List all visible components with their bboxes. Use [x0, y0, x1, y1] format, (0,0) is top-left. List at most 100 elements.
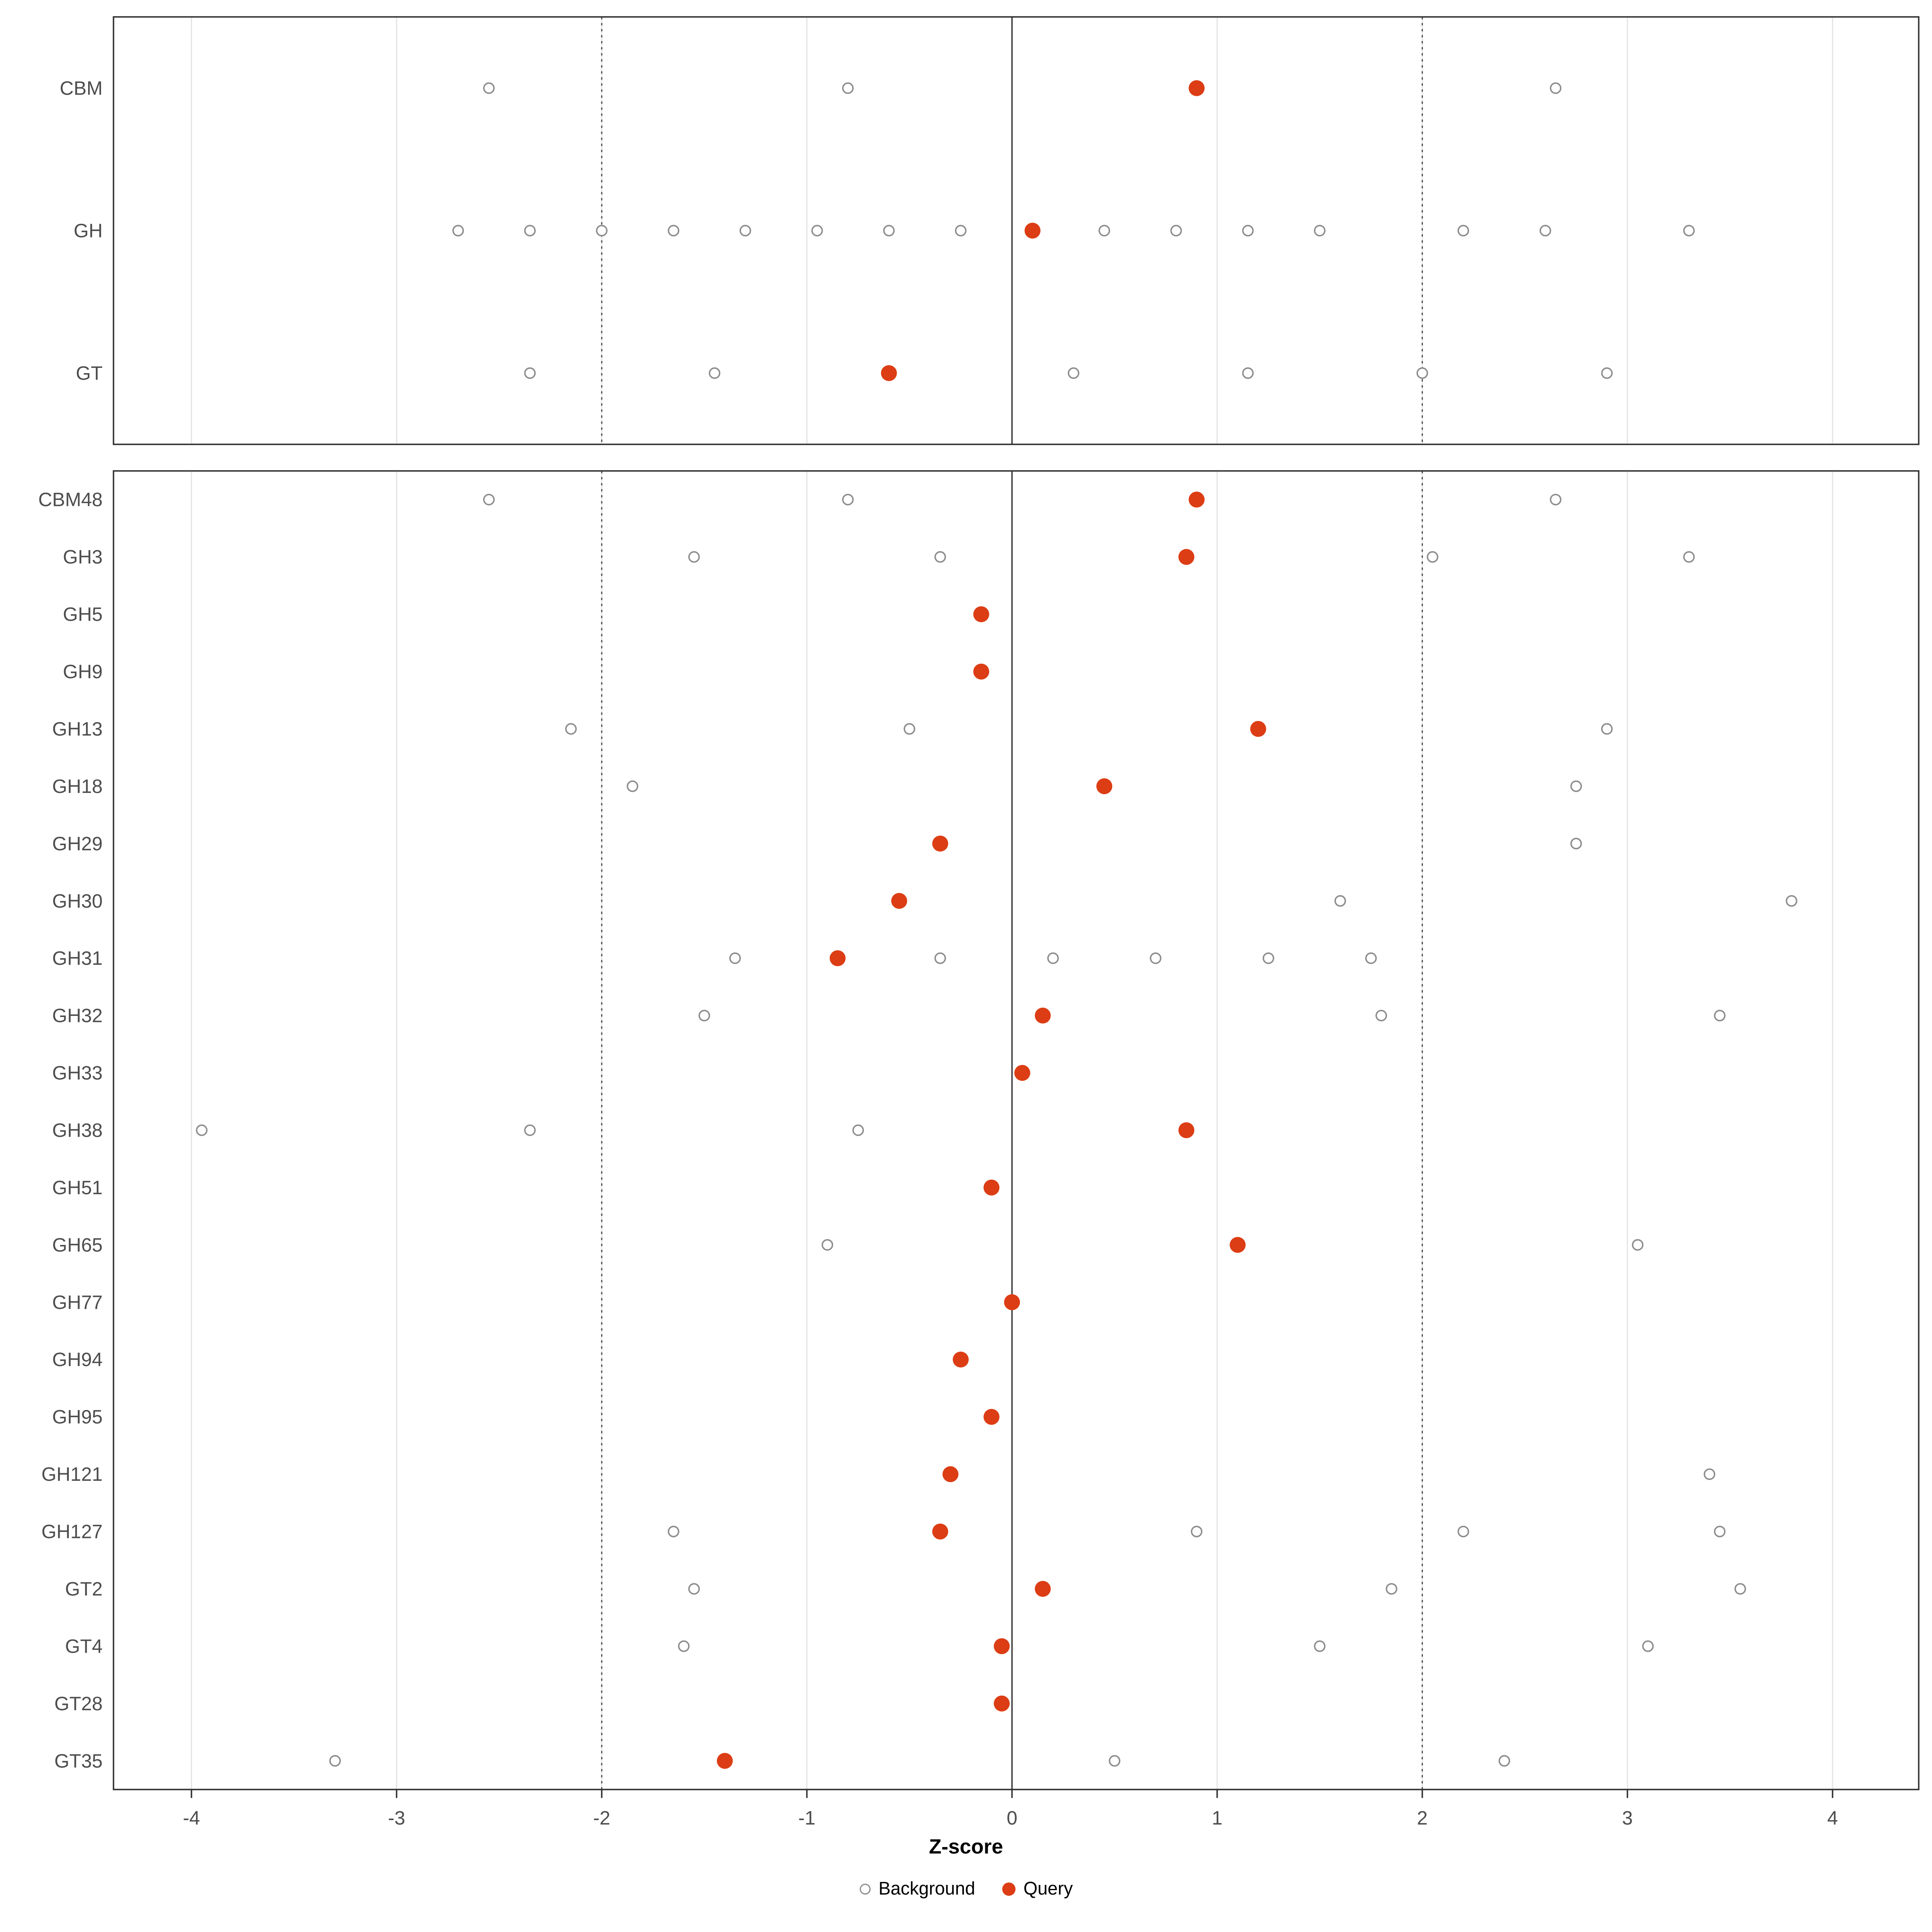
- background-point: [1570, 780, 1582, 792]
- row-label: GH51: [52, 1177, 103, 1199]
- query-point: [932, 836, 948, 852]
- background-point: [678, 1640, 690, 1652]
- background-point: [1714, 1009, 1726, 1022]
- background-point: [667, 1525, 679, 1538]
- query-point: [942, 1466, 959, 1482]
- row-label: GH127: [41, 1521, 103, 1543]
- row-label: GT2: [65, 1579, 103, 1600]
- query-point: [994, 1695, 1010, 1712]
- legend-label-query: Query: [1023, 1879, 1073, 1899]
- query-point: [1178, 549, 1195, 565]
- background-point: [842, 493, 854, 506]
- background-point: [1683, 551, 1695, 563]
- background-point: [1242, 225, 1254, 237]
- row-label: GH77: [52, 1292, 103, 1313]
- x-tick-label: 2: [1417, 1808, 1428, 1829]
- background-point: [1047, 952, 1059, 964]
- background-point: [1314, 225, 1326, 237]
- row-label: GH5: [63, 604, 103, 625]
- row-label: GT4: [65, 1636, 103, 1657]
- background-point: [842, 82, 854, 94]
- panel-border: [113, 16, 1920, 445]
- x-tick-label: 4: [1827, 1808, 1838, 1829]
- background-point: [1457, 1525, 1469, 1538]
- background-point: [1683, 225, 1695, 237]
- background-point: [627, 780, 638, 792]
- chart-canvas: CBM GH GT CBM48 GH3 GH5 GH9 GH13 GH18 GH29 GH30 GH3…: [38, 16, 1920, 1829]
- background-point: [708, 367, 720, 379]
- row-label: CBM: [60, 78, 103, 99]
- query-point: [1250, 721, 1266, 737]
- row-label: GH13: [52, 718, 103, 740]
- background-point: [1734, 1583, 1746, 1595]
- x-tick-label: -4: [183, 1808, 200, 1829]
- row-label: GH29: [52, 833, 103, 855]
- row-label: GT35: [54, 1750, 103, 1772]
- background-point: [596, 225, 608, 237]
- row-label: GH18: [52, 776, 103, 797]
- row-label: CBM48: [38, 489, 103, 511]
- background-point: [452, 225, 464, 237]
- query-point: [1189, 491, 1205, 508]
- x-tick-label: -1: [798, 1808, 815, 1829]
- query-point: [1034, 1581, 1051, 1597]
- background-point: [1098, 225, 1110, 237]
- background-point: [1785, 895, 1798, 907]
- background-point: [1457, 225, 1469, 237]
- background-point: [822, 1239, 834, 1251]
- query-point: [830, 950, 846, 966]
- background-point: [1262, 952, 1274, 964]
- query-point: [716, 1752, 733, 1769]
- query-point: [1014, 1065, 1030, 1081]
- background-point: [329, 1755, 341, 1767]
- query-point: [973, 606, 989, 622]
- background-point: [688, 1583, 700, 1595]
- background-point: [1334, 895, 1346, 907]
- x-tick-label: -3: [388, 1808, 405, 1829]
- background-point: [524, 225, 536, 237]
- background-point: [1601, 367, 1613, 379]
- row-label: GH: [74, 221, 103, 242]
- query-point: [973, 663, 989, 680]
- row-label: GH32: [52, 1005, 103, 1027]
- panel-class-summary: CBM GH GT: [60, 16, 1920, 445]
- background-point: [1314, 1640, 1326, 1652]
- query-point: [1024, 223, 1041, 239]
- background-point: [1242, 367, 1254, 379]
- x-tick-label: 0: [1007, 1808, 1018, 1829]
- background-point: [729, 952, 741, 964]
- row-label: GH9: [63, 661, 103, 683]
- legend-label-background: Background: [878, 1879, 975, 1899]
- background-marker-icon: [859, 1884, 870, 1895]
- row-label: GH121: [41, 1464, 103, 1485]
- legend: Background Query: [0, 1879, 1932, 1899]
- row-label: GT: [76, 363, 103, 384]
- background-point: [1426, 551, 1439, 563]
- row-label: GH3: [63, 547, 103, 568]
- background-point: [1714, 1525, 1726, 1538]
- background-point: [904, 723, 915, 735]
- row-label: GH30: [52, 891, 103, 912]
- legend-item-background: Background: [859, 1879, 975, 1899]
- background-point: [934, 551, 946, 563]
- background-point: [667, 225, 679, 237]
- background-point: [811, 225, 823, 237]
- query-point: [891, 893, 907, 909]
- query-point: [881, 365, 897, 381]
- query-point: [983, 1409, 1000, 1425]
- background-point: [1499, 1755, 1510, 1767]
- background-point: [883, 225, 895, 237]
- background-point: [739, 225, 751, 237]
- background-point: [1642, 1640, 1654, 1652]
- x-axis-title: Z-score: [929, 1835, 1003, 1858]
- background-point: [1170, 225, 1182, 237]
- background-point: [1365, 952, 1377, 964]
- query-point: [1189, 80, 1205, 96]
- row-label: GH31: [52, 948, 103, 969]
- background-point: [1375, 1009, 1387, 1022]
- background-point: [1550, 493, 1562, 506]
- background-point: [524, 1124, 536, 1136]
- background-point: [1385, 1583, 1397, 1595]
- background-point: [1540, 225, 1551, 237]
